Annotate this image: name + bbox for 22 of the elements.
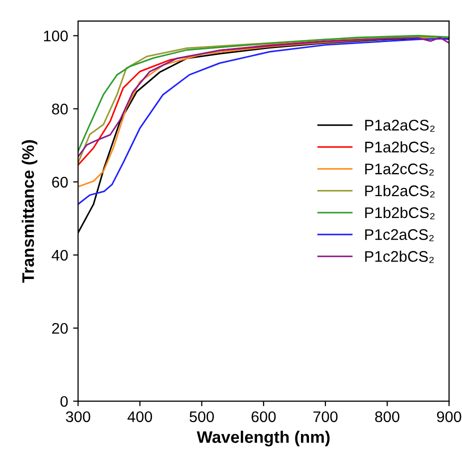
y-tick-label: 80 <box>52 104 68 114</box>
legend-label: P1a2cCS₂ <box>365 164 434 176</box>
legend-label: P1a2aCS₂ <box>365 120 435 132</box>
y-tick-label: 40 <box>52 250 68 261</box>
y-tick-label: 0 <box>60 396 68 407</box>
x-axis-title: Wavelength (nm) <box>196 430 330 446</box>
x-tick-label: 500 <box>190 411 214 422</box>
legend-label: P1b2aCS₂ <box>365 185 435 198</box>
y-tick-label: 100 <box>44 30 68 42</box>
y-tick-label: 60 <box>52 176 68 188</box>
x-tick-label: 900 <box>437 411 462 422</box>
x-tick-label: 300 <box>66 411 90 422</box>
x-tick-label: 800 <box>375 411 400 422</box>
legend-label: P1b2bCS₂ <box>365 206 435 220</box>
legend-label: P1c2bCS₂ <box>365 250 434 264</box>
y-axis-title: Transmittance (%) <box>22 140 38 283</box>
legend-label: P1c2aCS₂ <box>365 229 434 242</box>
y-tick-label: 20 <box>52 322 68 334</box>
x-tick-label: 400 <box>128 411 152 422</box>
x-tick-label: 700 <box>313 411 338 422</box>
legend-label: P1a2bCS₂ <box>365 141 435 154</box>
x-tick-label: 600 <box>252 411 276 422</box>
